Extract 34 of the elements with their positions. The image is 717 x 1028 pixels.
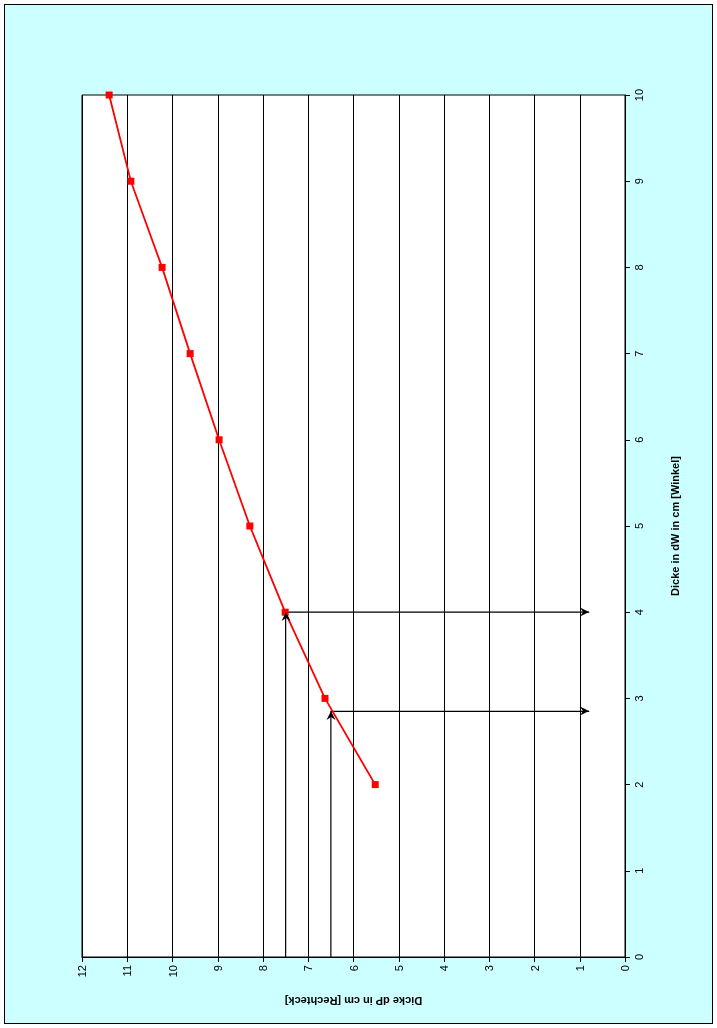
x-tick-label: 1: [573, 965, 586, 972]
y-tick-label: 3: [632, 695, 645, 702]
point: [215, 436, 223, 444]
y-tick-label: 1: [632, 867, 645, 874]
x-tick-label: 12: [76, 965, 88, 978]
point: [321, 694, 329, 702]
x-tick-label: 5: [392, 965, 405, 972]
y-tick-label: 6: [632, 436, 645, 443]
point: [246, 522, 254, 530]
x-tick-label: 9: [211, 965, 224, 972]
x-tick-label: 0: [619, 965, 631, 972]
y-tick-label: 2: [632, 781, 645, 788]
x-tick-label: 2: [528, 965, 541, 972]
x-tick-label: 7: [302, 965, 315, 972]
x-tick-label: 8: [257, 965, 269, 972]
y-tick-label: 10: [632, 88, 645, 102]
point: [105, 91, 113, 99]
x-axis-title: Dicke dP in cm [Rechteck]: [284, 994, 423, 1007]
point: [158, 263, 166, 271]
y-tick-label: 7: [632, 350, 645, 357]
y-tick-label: 0: [632, 953, 645, 961]
y-axis-title: Dicke in dW in cm [Winkel]: [668, 455, 681, 596]
x-tick-label: 3: [483, 965, 496, 972]
y-tick-label: 5: [632, 522, 645, 530]
point: [186, 350, 194, 358]
x-tick-label: 11: [121, 965, 134, 977]
x-tick-label: 4: [438, 965, 450, 972]
x-tick-label: 10: [166, 965, 179, 978]
point: [127, 177, 135, 185]
point: [371, 781, 379, 789]
y-tick-label: 8: [632, 264, 645, 271]
y-tick-label: 4: [632, 609, 645, 616]
x-tick-label: 6: [347, 965, 360, 972]
y-tick-label: 9: [632, 178, 645, 185]
